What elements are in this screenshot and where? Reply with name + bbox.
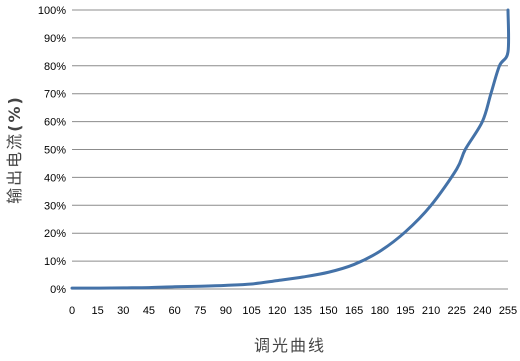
y-tick-label: 60% [44, 117, 66, 129]
x-tick-label: 180 [371, 305, 389, 317]
y-axis-title-unit: (%) [5, 95, 24, 132]
grid-layer [72, 9, 508, 290]
y-tick-label: 70% [44, 89, 66, 101]
series-layer [70, 8, 511, 290]
x-tick-label: 30 [117, 305, 129, 317]
x-tick-label: 195 [396, 305, 414, 317]
y-tick-label: 0% [50, 284, 66, 296]
y-tick-label: 30% [44, 200, 66, 212]
x-tick-label: 120 [268, 305, 286, 317]
y-axis-title: 输出电流(%) [5, 95, 24, 204]
x-tick-label: 60 [168, 305, 180, 317]
y-axis-title-text: 输出电流 [5, 132, 24, 204]
y-tick-label: 40% [44, 172, 66, 184]
y-tick-label: 20% [44, 228, 66, 240]
x-axis-title: 调光曲线 [254, 336, 326, 355]
x-tick-label: 90 [220, 305, 232, 317]
x-tick-label: 15 [92, 305, 104, 317]
y-tick-label: 90% [44, 33, 66, 45]
y-tick-label: 50% [44, 145, 66, 157]
y-tick-label: 80% [44, 61, 66, 73]
x-tick-label: 45 [143, 305, 155, 317]
x-tick-label: 75 [194, 305, 206, 317]
y-axis-title-group: 输出电流(%) [5, 95, 24, 204]
x-tick-label: 240 [473, 305, 491, 317]
x-tick-label: 210 [422, 305, 440, 317]
x-tick-label: 135 [294, 305, 312, 317]
x-tick-label: 255 [499, 305, 517, 317]
y-axis-ticks: 0% 10% 20% 30% 40% 50% 60% 70% 80% 90% 100% [38, 5, 66, 296]
x-tick-label: 150 [319, 305, 337, 317]
y-tick-label: 10% [44, 256, 66, 268]
x-tick-label: 105 [242, 305, 260, 317]
x-tick-label: 0 [69, 305, 75, 317]
x-tick-label: 225 [448, 305, 466, 317]
y-tick-label: 100% [38, 5, 66, 17]
x-tick-label: 165 [345, 305, 363, 317]
x-axis-ticks: 0 15 30 45 60 75 90 105 120 135 150 165 180 195 210 225… [69, 305, 517, 317]
series-line [70, 8, 511, 290]
